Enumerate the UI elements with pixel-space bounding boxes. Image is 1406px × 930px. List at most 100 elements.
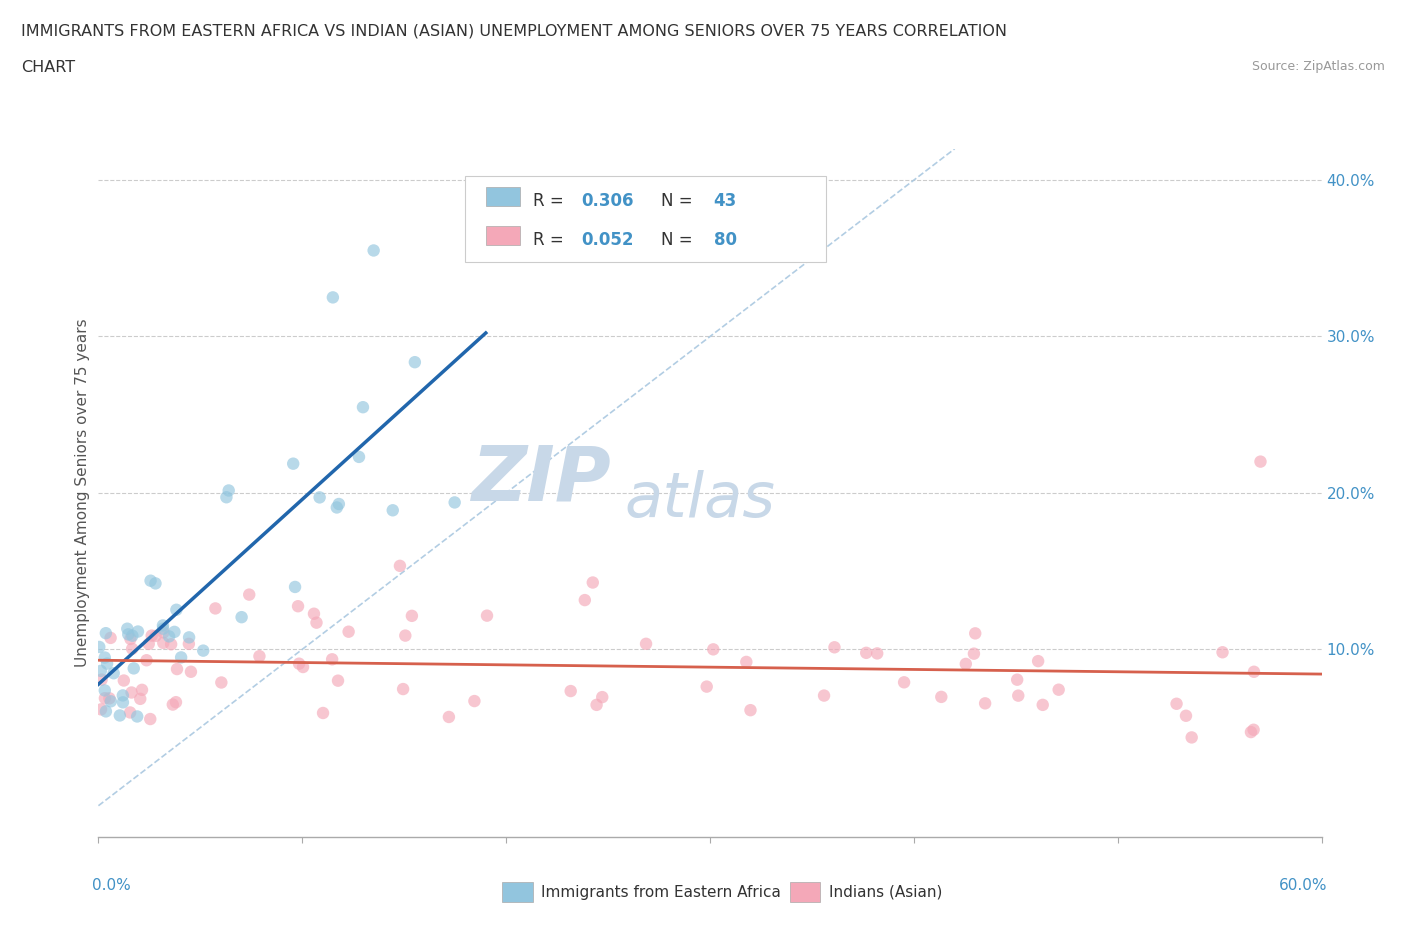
Point [145,576,167,591]
FancyBboxPatch shape [465,177,827,262]
Point [392,682,415,697]
Point [249,649,271,664]
Point [463,694,485,709]
Point [127,624,149,639]
Point [284,579,307,594]
Point [352,400,374,415]
Text: ZIP: ZIP [472,442,612,516]
Point [94,691,117,706]
Point [813,688,835,703]
Point [120,705,142,720]
Text: R =: R = [533,193,568,210]
Point [89,640,111,655]
Point [90,672,112,687]
Point [162,698,184,712]
Point [404,354,426,369]
Point [328,497,350,512]
Point [157,629,180,644]
Text: 43: 43 [714,193,737,210]
Point [163,624,186,639]
Point [141,628,163,643]
Point [347,449,370,464]
Point [160,637,183,652]
Point [145,629,167,644]
Point [1007,688,1029,703]
Point [1047,683,1070,698]
Point [855,645,877,660]
Point [204,601,226,616]
Point [1240,724,1263,739]
Point [312,706,335,721]
Point [165,695,187,710]
Point [735,655,758,670]
Point [740,703,762,718]
Point [98,691,121,706]
Point [401,608,423,623]
Point [321,652,343,667]
Text: N =: N = [661,193,697,210]
Y-axis label: Unemployment Among Seniors over 75 years: Unemployment Among Seniors over 75 years [75,319,90,667]
Point [120,631,142,646]
Point [702,642,724,657]
Point [305,616,328,631]
Point [302,606,325,621]
Point [117,621,139,636]
Point [1243,664,1265,679]
Point [177,636,200,651]
FancyBboxPatch shape [486,226,520,246]
Text: atlas: atlas [624,470,775,530]
Point [177,630,200,644]
Point [1005,672,1028,687]
Point [238,587,260,602]
Point [117,627,139,642]
Point [1166,697,1188,711]
Point [90,702,112,717]
Point [560,684,582,698]
Point [152,618,174,633]
Point [1249,454,1271,469]
Point [170,650,193,665]
Point [100,631,122,645]
Point [209,675,232,690]
Point [103,666,125,681]
Point [308,490,330,505]
Point [231,610,253,625]
FancyBboxPatch shape [486,187,520,206]
Point [94,704,117,719]
Point [138,636,160,651]
Point [326,500,349,515]
Point [288,657,311,671]
Point [475,608,498,623]
Point [152,625,174,640]
Point [866,646,889,661]
Point [111,695,134,710]
Point [129,691,152,706]
Point [139,711,162,726]
Point [96,657,118,671]
Text: 60.0%: 60.0% [1279,878,1327,894]
FancyBboxPatch shape [790,882,820,902]
Point [122,661,145,676]
Point [218,483,240,498]
Point [127,709,149,724]
Text: R =: R = [533,232,568,249]
Point [292,659,315,674]
Text: 80: 80 [714,232,737,249]
Text: 0.052: 0.052 [582,232,634,249]
Point [394,628,416,643]
Text: Source: ZipAtlas.com: Source: ZipAtlas.com [1251,60,1385,73]
Point [1032,698,1054,712]
Point [166,661,188,676]
Point [582,575,605,590]
Text: Immigrants from Eastern Africa: Immigrants from Eastern Africa [541,884,782,899]
Text: N =: N = [661,232,697,249]
Point [591,690,613,705]
Point [929,689,952,704]
Point [381,503,404,518]
Point [152,621,174,636]
Point [94,650,117,665]
Point [180,664,202,679]
Point [193,644,215,658]
Point [139,573,162,588]
Point [1175,709,1198,724]
